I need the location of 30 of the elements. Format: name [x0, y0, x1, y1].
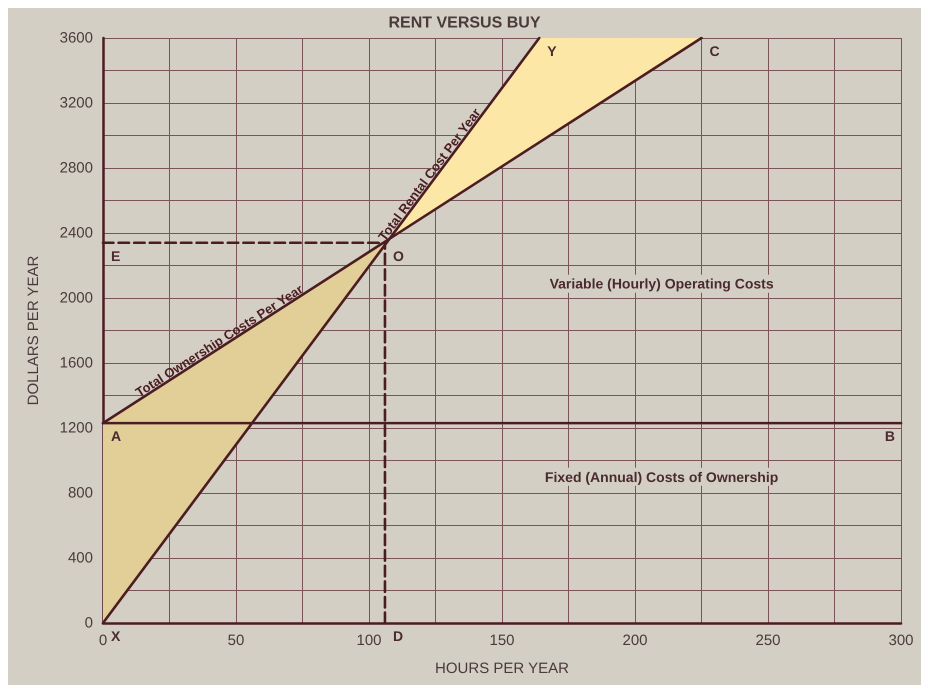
y-tick-label: 1600 [60, 354, 93, 372]
y-tick-label: 3200 [60, 94, 93, 112]
chart-title: RENT VERSUS BUY [388, 14, 541, 32]
annotation: Variable (Hourly) Operating Costs [550, 276, 774, 292]
y-tick-label: 800 [68, 484, 93, 502]
annotation: Fixed (Annual) Costs of Ownership [544, 468, 778, 485]
x-tick-label: 100 [356, 632, 382, 649]
annotation: X [111, 628, 121, 644]
annotation: Y [547, 43, 558, 59]
x-tick-label: 0 [98, 632, 108, 649]
annotation: A [111, 428, 122, 444]
x-tick-label: 50 [228, 632, 244, 649]
y-tick-label: 2000 [60, 290, 93, 306]
y-axis-title: DOLLARS PER YEAR [25, 255, 42, 406]
x-tick-label: 300 [888, 632, 914, 649]
annotation: D [392, 628, 404, 644]
y-tick-label: 0 [84, 614, 93, 632]
y-tick-label: 400 [68, 550, 93, 566]
annotation: E [111, 248, 120, 264]
y-tick-label: 1200 [60, 420, 93, 436]
annotation: C [710, 43, 720, 59]
y-tick-label: 2800 [60, 160, 93, 176]
x-tick-label: 150 [489, 632, 515, 649]
x-axis-title: HOURS PER YEAR [435, 660, 570, 677]
x-tick-label: 200 [622, 632, 648, 649]
x-tick-label: 250 [755, 632, 781, 649]
y-tick-label: 2400 [60, 224, 93, 242]
y-tick-label: 3600 [60, 30, 93, 46]
annotation: O [392, 248, 404, 264]
annotation: B [884, 428, 895, 444]
